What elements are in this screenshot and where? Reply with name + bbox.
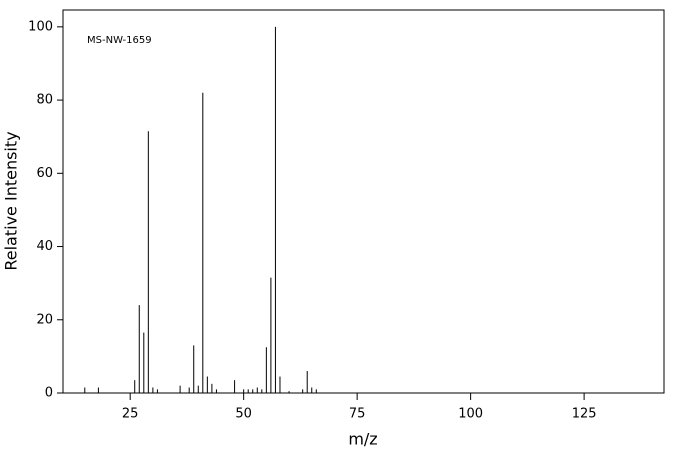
y-tick-label: 40 <box>36 239 53 254</box>
annotation: MS-NW-1659 <box>87 35 152 46</box>
plot-frame <box>62 9 665 394</box>
x-tick-label: 75 <box>349 407 366 422</box>
y-tick-label: 100 <box>28 19 53 34</box>
x-tick-label: 50 <box>235 407 252 422</box>
y-tick-label: 80 <box>36 93 53 108</box>
x-axis-label: m/z <box>348 430 377 449</box>
y-tick-label: 60 <box>36 166 53 181</box>
x-tick-label: 100 <box>458 407 483 422</box>
y-tick-label: 20 <box>36 312 53 327</box>
y-tick-label: 0 <box>45 386 53 401</box>
x-tick-label: 25 <box>122 407 139 422</box>
x-tick-label: 125 <box>572 407 597 422</box>
y-axis-label: Relative Intensity <box>2 131 21 270</box>
